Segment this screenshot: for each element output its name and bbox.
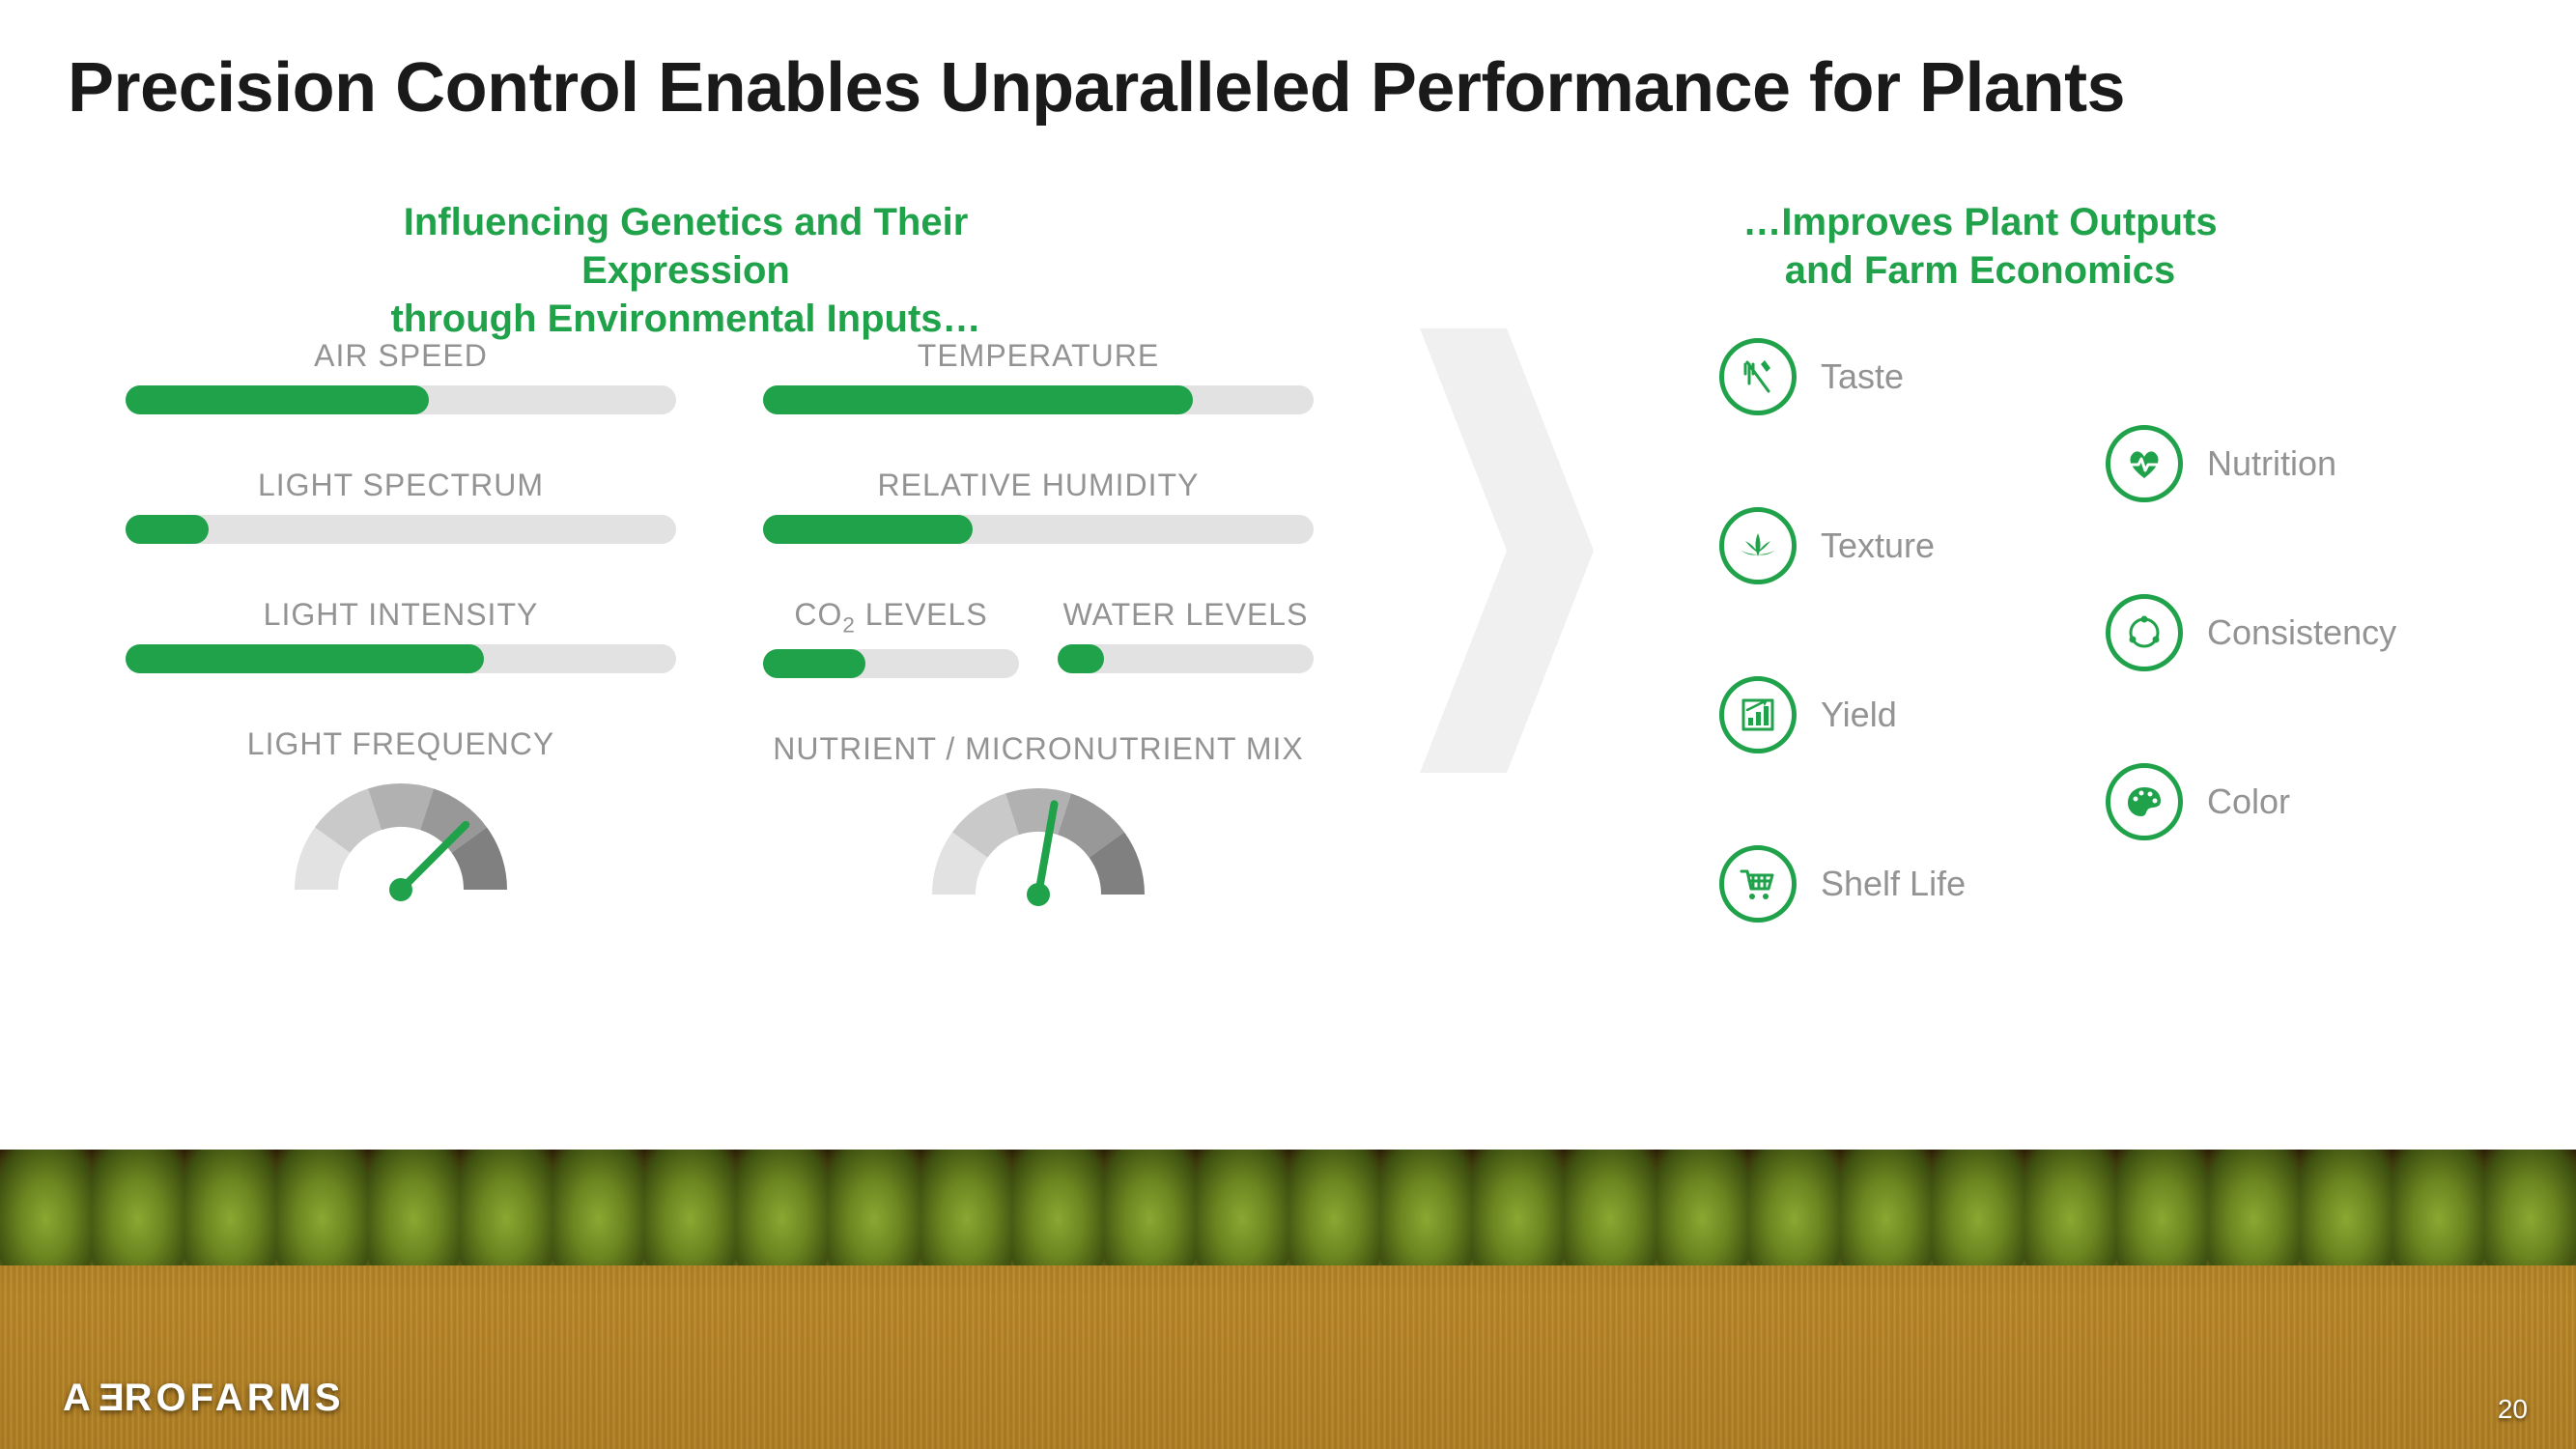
outputs-column-2: Nutrition Consistency Color [2106, 425, 2396, 932]
chart-icon [1719, 676, 1797, 753]
bar-fill [763, 515, 973, 544]
bar-fill [1058, 644, 1104, 673]
metric: RELATIVE HUMIDITY [763, 468, 1314, 544]
utensils-icon [1719, 338, 1797, 415]
footer-roots [0, 1246, 2576, 1449]
subtitle-left-line1: Influencing Genetics and Their Expressio… [404, 201, 969, 292]
output-label: Consistency [2207, 612, 2396, 653]
output-item: Shelf Life [1719, 845, 1966, 923]
output-label: Color [2207, 781, 2290, 822]
metric-label: CO2 LEVELS [763, 597, 1019, 638]
bar-fill [763, 649, 865, 678]
output-item: Consistency [2106, 594, 2396, 671]
subtitle-left: Influencing Genetics and Their Expressio… [309, 198, 1062, 343]
cart-icon [1719, 845, 1797, 923]
output-label: Yield [1821, 695, 1897, 735]
output-item: Taste [1719, 338, 1966, 415]
metric: LIGHT FREQUENCY [126, 726, 676, 904]
bar-track [763, 385, 1314, 414]
subtitle-left-line2: through Environmental Inputs… [390, 298, 980, 340]
bar-track [763, 649, 1019, 678]
output-item: Yield [1719, 676, 1966, 753]
metric-label: TEMPERATURE [763, 338, 1314, 374]
outputs-column-1: Taste Texture Yield Shelf Life [1719, 338, 1966, 1014]
page-title: Precision Control Enables Unparalleled P… [68, 48, 2125, 128]
bar-fill [126, 385, 429, 414]
metric-label: LIGHT INTENSITY [126, 597, 676, 633]
metric-label: LIGHT FREQUENCY [126, 726, 676, 762]
output-item: Texture [1719, 507, 1966, 584]
heart-icon [2106, 425, 2183, 502]
bar-track [126, 644, 676, 673]
output-item: Nutrition [2106, 425, 2396, 502]
bar-track [763, 515, 1314, 544]
metric: CO2 LEVELS WATER LEVELS [763, 597, 1314, 678]
lotus-icon [1719, 507, 1797, 584]
metric: TEMPERATURE [763, 338, 1314, 414]
metric-label: AIR SPEED [126, 338, 676, 374]
output-label: Taste [1821, 356, 1904, 397]
cycle-icon [2106, 594, 2183, 671]
metric: LIGHT INTENSITY [126, 597, 676, 673]
bar-fill [126, 515, 209, 544]
metric: AIR SPEED [126, 338, 676, 414]
footer-plants [0, 1150, 2576, 1265]
metric-label: NUTRIENT / MICRONUTRIENT MIX [763, 731, 1314, 767]
bar-fill [126, 644, 484, 673]
bar-fill [763, 385, 1193, 414]
bar-track [1058, 644, 1314, 673]
subtitle-right-line2: and Farm Economics [1785, 249, 2176, 292]
output-label: Texture [1821, 526, 1935, 566]
metric-label: LIGHT SPECTRUM [126, 468, 676, 503]
bar-track [126, 385, 676, 414]
slide: Precision Control Enables Unparalleled P… [0, 0, 2576, 1449]
page-number: 20 [2498, 1394, 2528, 1425]
metric-label: RELATIVE HUMIDITY [763, 468, 1314, 503]
subtitle-right-line1: …Improves Plant Outputs [1742, 201, 2217, 243]
inputs-column-1: AIR SPEED LIGHT SPECTRUM LIGHT INTENSITY LI… [126, 338, 676, 957]
inputs-column-2: TEMPERATURE RELATIVE HUMIDITY CO2 LEVELS WA… [763, 338, 1314, 962]
output-label: Nutrition [2207, 443, 2336, 484]
output-item: Color [2106, 763, 2396, 840]
output-label: Shelf Life [1821, 864, 1966, 904]
logo: AEROFARMS [63, 1377, 345, 1420]
metric-label: WATER LEVELS [1058, 597, 1314, 633]
bar-track [126, 515, 676, 544]
footer-image [0, 1150, 2576, 1449]
arrow-icon [1420, 328, 1594, 773]
metric: NUTRIENT / MICRONUTRIENT MIX [763, 731, 1314, 909]
palette-icon [2106, 763, 2183, 840]
subtitle-right: …Improves Plant Outputs and Farm Economi… [1700, 198, 2260, 295]
metric: LIGHT SPECTRUM [126, 468, 676, 544]
